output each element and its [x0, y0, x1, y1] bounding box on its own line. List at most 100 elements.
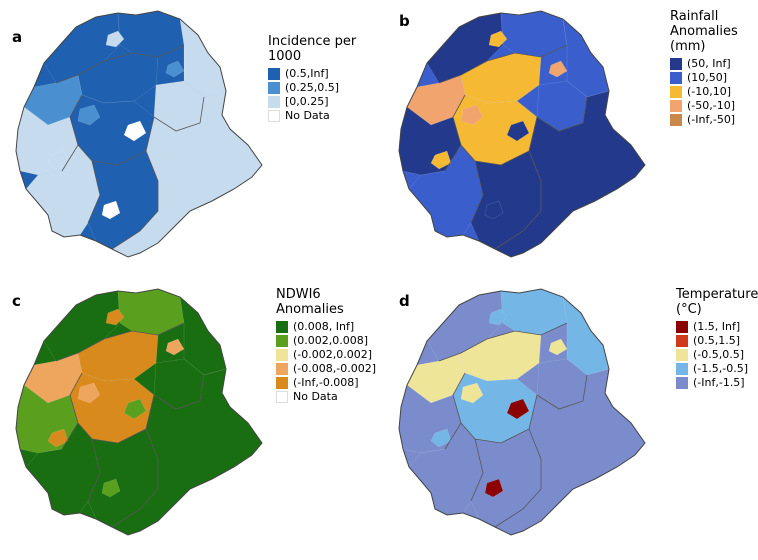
panel-letter: a — [12, 28, 23, 46]
map-ndwi6 — [15, 288, 263, 536]
district-patch — [506, 120, 530, 142]
legend-label: (0.008, Inf] — [293, 320, 355, 333]
legend-swatch — [676, 377, 688, 389]
legend-title: Incidence per 1000 — [268, 34, 379, 64]
legend-swatch — [670, 100, 682, 112]
legend-swatch — [276, 321, 288, 333]
panel-a: a Incidence per 1000 (0.5,Inf] (0.25,0.5][… — [0, 0, 379, 280]
legend-rainfall: Rainfall Anomalies (mm) (50, Inf] (10,50] (-1… — [670, 9, 738, 127]
regional-border — [438, 322, 568, 362]
legend-swatch — [670, 72, 682, 84]
legend-title-line: Anomalies — [276, 302, 344, 317]
district-patch — [47, 150, 69, 170]
legend-swatch — [276, 391, 288, 403]
regional-border — [111, 150, 159, 250]
district-patch — [105, 30, 125, 48]
district-patch — [165, 338, 185, 356]
legend-label: (0.002,0.008] — [293, 334, 369, 347]
legend-label: (-0.5,0.5] — [693, 348, 745, 361]
legend-item: (-0.5,0.5] — [676, 348, 758, 362]
legend-item: (0.5,Inf] — [268, 67, 379, 81]
legend-label: (-Inf,-0.008] — [293, 376, 359, 389]
legend-swatch — [268, 96, 280, 108]
regional-border — [438, 44, 568, 84]
district-patch — [101, 200, 121, 220]
legend-item: (-Inf,-50] — [670, 113, 738, 127]
legend-title-line: (°C) — [676, 302, 702, 317]
panel-letter: c — [12, 292, 21, 310]
legend-item: (0.002,0.008] — [276, 334, 376, 348]
legend-label: (1.5, Inf] — [693, 320, 741, 333]
legend-label: (-10,10] — [687, 85, 732, 98]
district-patch — [105, 308, 125, 326]
district-patch — [488, 30, 508, 48]
legend-label: (10,50] — [687, 71, 728, 84]
legend-title-line: Anomalies — [670, 24, 738, 39]
legend-label: (0.5,1.5] — [693, 334, 741, 347]
legend-label: [0,0.25] — [285, 95, 329, 108]
district-patch — [101, 478, 121, 498]
legend-item: No Data — [268, 109, 379, 123]
regional-border — [444, 422, 462, 450]
legend-item: [0,0.25] — [268, 95, 379, 109]
legend-title: Rainfall Anomalies (mm) — [670, 9, 738, 54]
district-patch — [548, 60, 568, 78]
regional-border — [69, 372, 205, 444]
regional-border — [470, 438, 484, 502]
legend-label: No Data — [285, 109, 330, 122]
legend-item: (0.5,1.5] — [676, 334, 758, 348]
legend-swatch — [268, 82, 280, 94]
district-patch — [460, 382, 484, 404]
legend-item: (-10,10] — [670, 85, 738, 99]
regional-border — [61, 422, 79, 450]
district-patch — [430, 428, 452, 448]
district-patch — [123, 120, 147, 142]
legend-swatch — [276, 377, 288, 389]
legend-label: (-0.008,-0.002] — [293, 362, 376, 375]
legend-item: (-Inf,-0.008] — [276, 376, 376, 390]
regional-border — [55, 322, 185, 362]
panel-letter: b — [399, 12, 410, 30]
regional-border — [444, 144, 462, 172]
district-patch — [47, 428, 69, 448]
legend-item: (-0.008,-0.002] — [276, 362, 376, 376]
country-outline — [15, 10, 263, 258]
legend-title-line: NDWI6 — [276, 287, 321, 302]
district-patch — [77, 104, 101, 126]
legend-swatch — [276, 349, 288, 361]
legend-title-line: Rainfall — [670, 9, 719, 24]
legend-label: (-1.5,-0.5] — [693, 362, 749, 375]
legend-swatch — [676, 321, 688, 333]
legend-label: (-Inf,-50] — [687, 113, 736, 126]
district-patch — [484, 478, 504, 498]
legend-title-line: Incidence per 1000 — [268, 34, 357, 64]
legend-swatch — [670, 58, 682, 70]
legend-item: (1.5, Inf] — [676, 320, 758, 334]
district-patch — [548, 338, 568, 356]
regional-border — [452, 94, 588, 166]
legend-incidence: Incidence per 1000 (0.5,Inf] (0.25,0.5] [0,… — [268, 34, 379, 123]
regional-border — [55, 44, 185, 84]
legend-label: (-Inf,-1.5] — [693, 376, 745, 389]
legend-item: (10,50] — [670, 71, 738, 85]
map-incidence — [15, 10, 263, 258]
country-outline — [15, 288, 263, 536]
district-patch — [488, 308, 508, 326]
country-outline — [398, 10, 646, 258]
legend-swatch — [670, 86, 682, 98]
legend-swatch — [670, 114, 682, 126]
legend-ndwi6: NDWI6 Anomalies (0.008, Inf] (0.002,0.008](… — [276, 287, 376, 404]
legend-swatch — [676, 349, 688, 361]
legend-swatch — [268, 68, 280, 80]
legend-title: Temperature (°C) — [676, 287, 758, 317]
regional-border — [69, 94, 205, 166]
panel-c: c NDWI6 Anomalies (0.008, Inf] (0.002,0.008… — [0, 280, 379, 560]
legend-item: No Data — [276, 390, 376, 404]
district-patch — [77, 382, 101, 404]
legend-label: (-0.002,0.002] — [293, 348, 373, 361]
panel-d: d Temperature (°C) (1.5, Inf] (0.5,1.5] (-0.… — [379, 280, 758, 560]
regional-border — [87, 160, 101, 224]
regional-border — [87, 438, 101, 502]
legend-item: (-0.002,0.002] — [276, 348, 376, 362]
panel-b: b Rainfall Anomalies (mm) (50, Inf] (10,50](… — [379, 0, 758, 280]
